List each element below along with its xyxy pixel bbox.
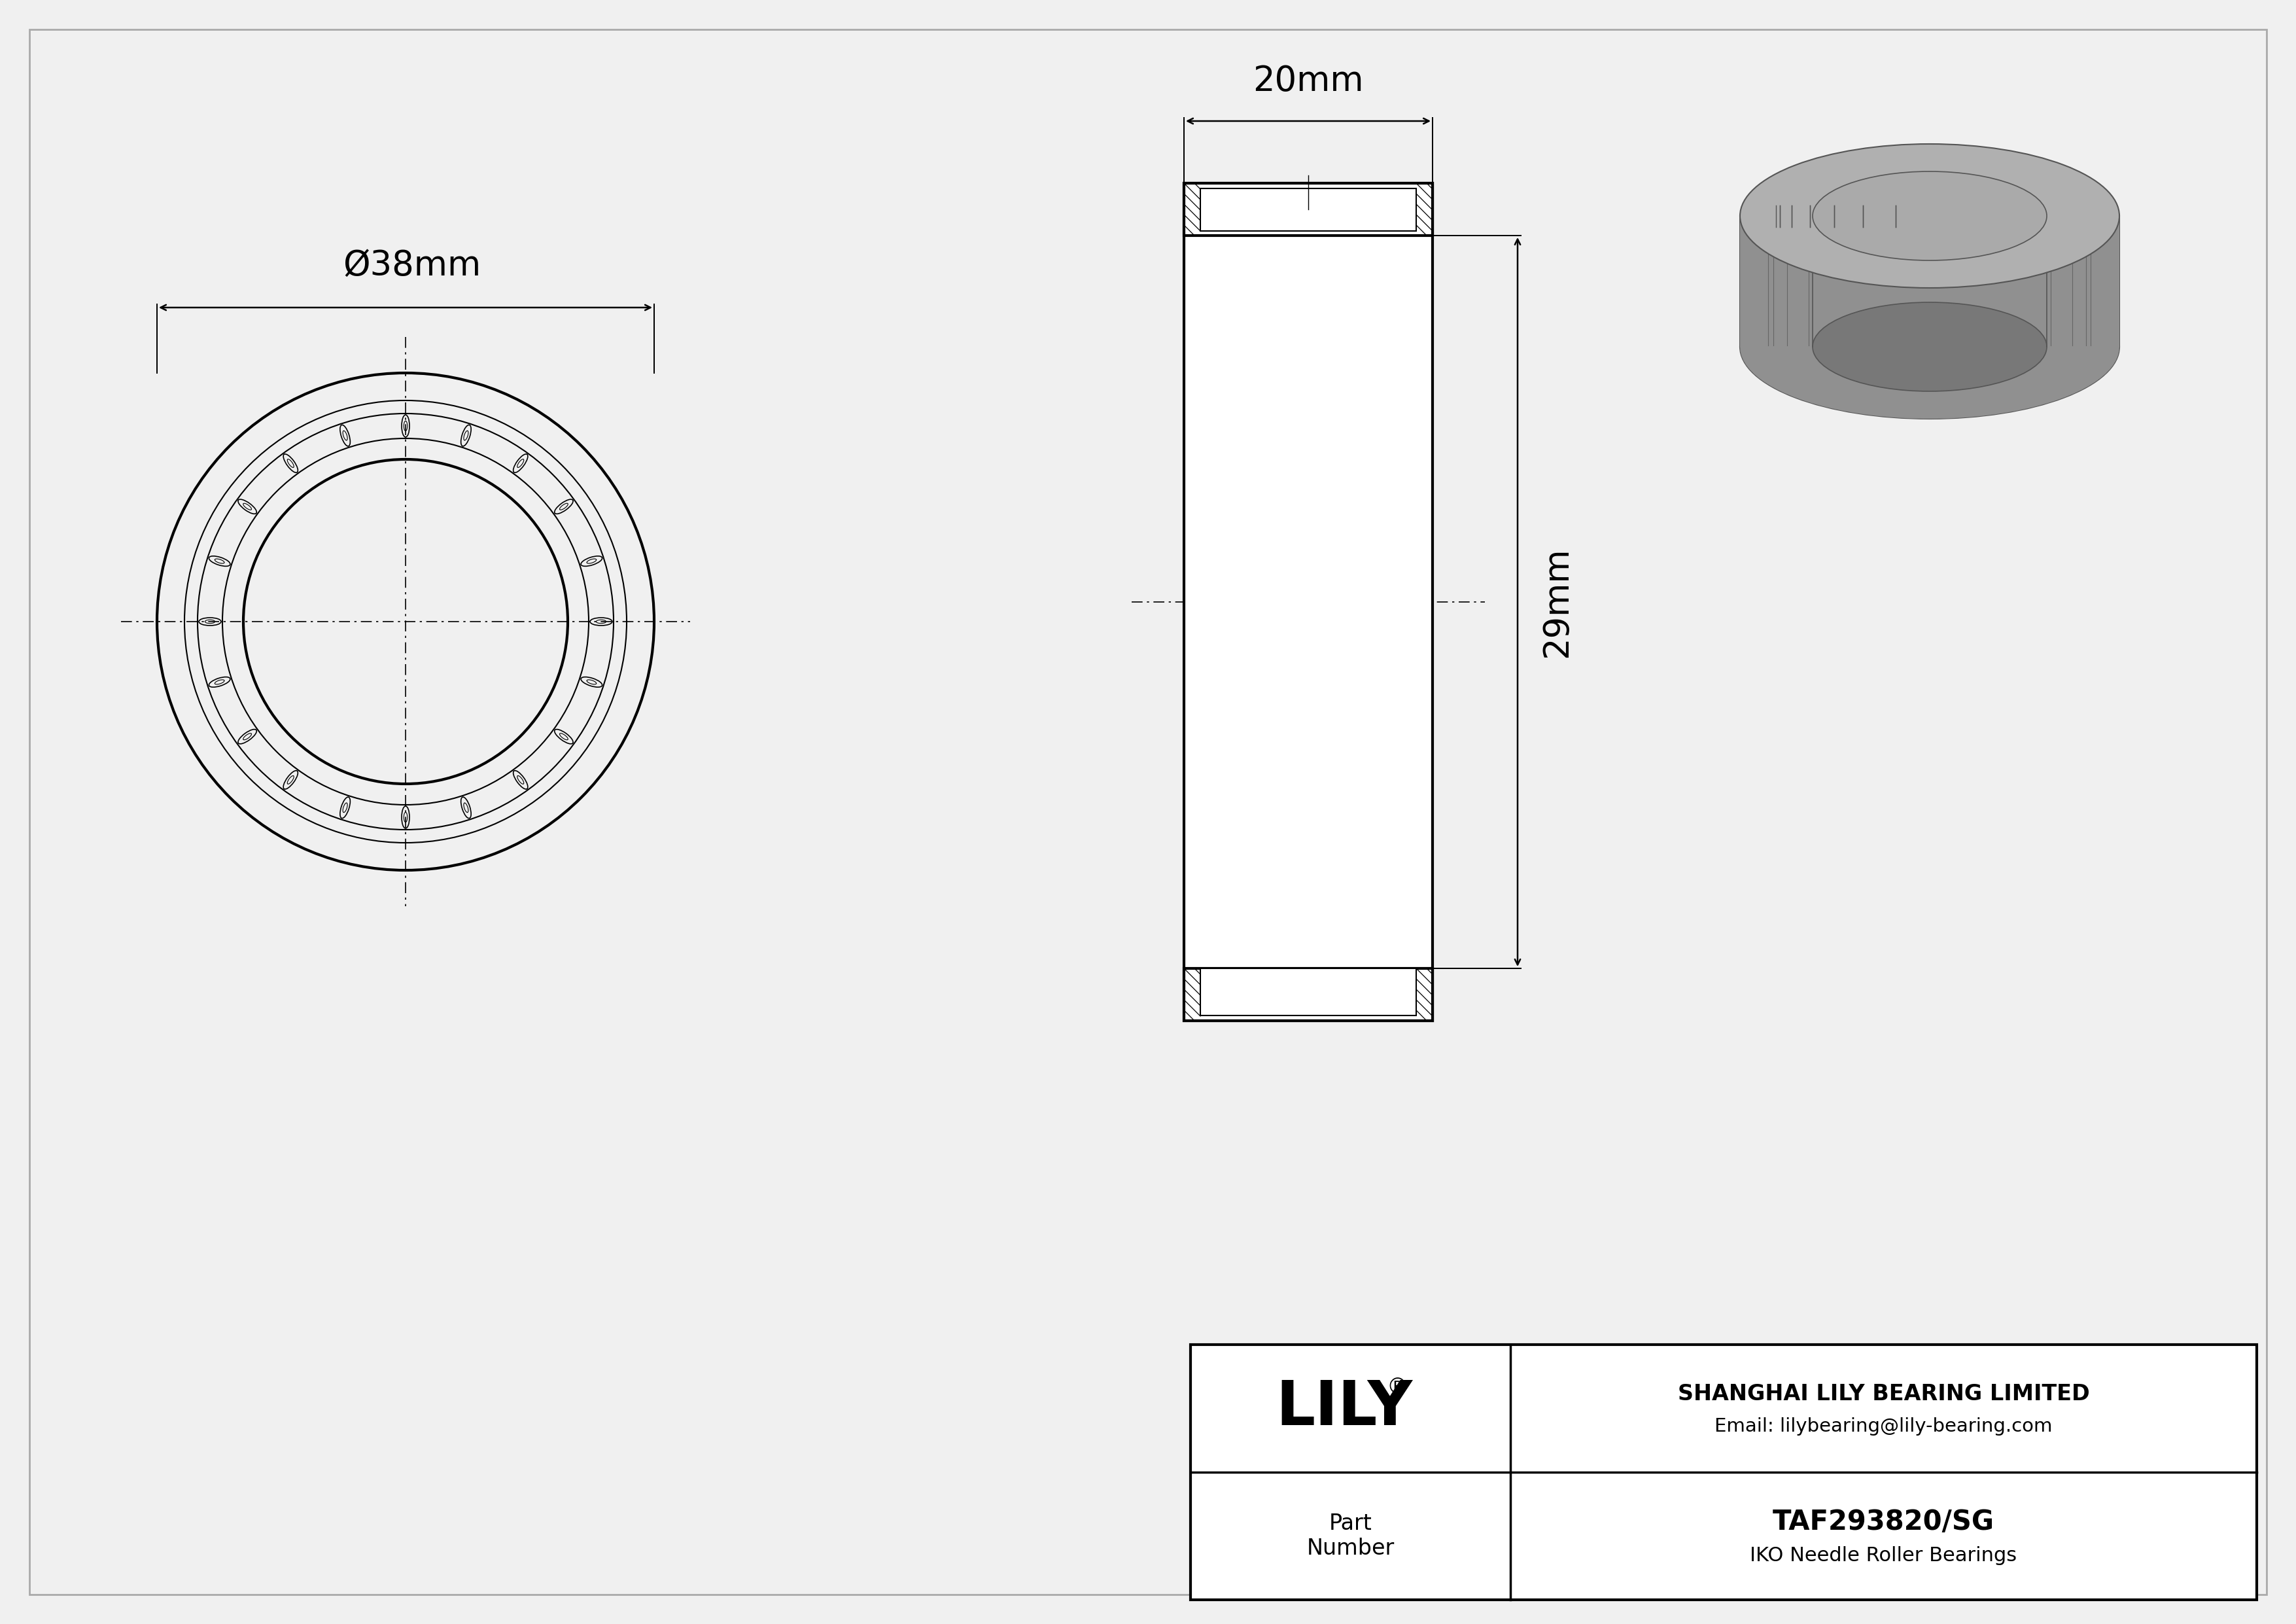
- Text: TAF293820/SG: TAF293820/SG: [1773, 1507, 1995, 1535]
- Bar: [1185, 184, 1433, 1021]
- Bar: [1192, 1345, 2257, 1600]
- Text: ®: ®: [1387, 1377, 1407, 1398]
- Ellipse shape: [1740, 145, 2119, 287]
- Text: Ø38mm: Ø38mm: [342, 248, 482, 283]
- Bar: [1201, 968, 1417, 1015]
- Bar: [1185, 184, 1433, 235]
- Text: 29mm: 29mm: [1541, 546, 1573, 658]
- Ellipse shape: [1740, 274, 2119, 419]
- Text: LILY: LILY: [1277, 1379, 1412, 1439]
- Ellipse shape: [1812, 302, 2046, 391]
- Text: 20mm: 20mm: [1254, 63, 1364, 97]
- Text: SHANGHAI LILY BEARING LIMITED: SHANGHAI LILY BEARING LIMITED: [1678, 1384, 2089, 1405]
- Bar: [1201, 188, 1417, 231]
- Text: IKO Needle Roller Bearings: IKO Needle Roller Bearings: [1750, 1546, 2018, 1566]
- Bar: [1185, 968, 1433, 1021]
- Polygon shape: [1740, 216, 2119, 419]
- Ellipse shape: [1812, 172, 2046, 260]
- Text: Part
Number: Part Number: [1306, 1512, 1394, 1559]
- Text: Email: lilybearing@lily-bearing.com: Email: lilybearing@lily-bearing.com: [1715, 1418, 2053, 1436]
